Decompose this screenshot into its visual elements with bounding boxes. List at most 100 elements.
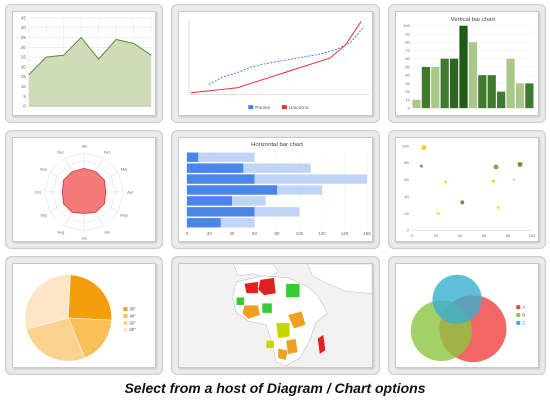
x-tick-label: 0: [186, 231, 189, 236]
country-green: [261, 303, 273, 314]
y-tick-label: 40: [405, 73, 410, 78]
bar-light: [186, 152, 255, 162]
scatter-chart: 0 20 40 60 80 100 0 20 40 60 80 100: [402, 143, 536, 238]
y-tick-label: 70: [405, 48, 410, 53]
legend-label: B: [522, 312, 525, 317]
radar-axis-label: Apr: [127, 189, 134, 194]
bar-light: [186, 163, 311, 173]
x-tick-label: 160: [363, 231, 371, 236]
africa-map: [179, 264, 372, 367]
country-red: [257, 277, 277, 296]
y-tick-label: 20: [405, 89, 410, 94]
y-tick-label: 60: [404, 177, 409, 182]
legend-label: A: [522, 305, 525, 310]
x-tick-label: 100: [296, 231, 304, 236]
legend-swatch: [123, 314, 128, 318]
y-tick-label: 10: [21, 84, 26, 89]
y-tick-label: 35: [21, 35, 26, 40]
x-tick-label: 140: [341, 231, 349, 236]
country-yellow: [265, 340, 275, 349]
radar-axis-label: Jan: [81, 143, 87, 148]
tile-line-chart[interactable]: Ponies Unicorns: [171, 4, 380, 123]
legend-label: 40": [129, 313, 136, 318]
x-tick-label: 60: [482, 233, 487, 238]
tile-map-chart[interactable]: [171, 256, 380, 375]
tile-vertical-bar-chart[interactable]: Vertical bar chart 0 10 20 30 40 50 60 70 80 90 100: [388, 4, 546, 123]
area-fill: [28, 37, 152, 107]
legend-label: 50": [129, 320, 136, 325]
scatter-point: [460, 200, 465, 205]
legend-label: C: [522, 320, 526, 325]
y-tick-label: 0: [407, 228, 410, 233]
radar-axis-label: Nov: [40, 166, 47, 171]
x-tick-label: 60: [252, 231, 257, 236]
chart-title: Vertical bar chart: [451, 17, 496, 23]
radar-axis-label: Sep: [40, 212, 48, 217]
y-tick-label: 45: [21, 15, 26, 20]
y-tick-label: 0: [23, 104, 26, 109]
legend-swatch: [516, 305, 521, 310]
x-tick-label: 40: [229, 231, 234, 236]
x-tick-label: 20: [207, 231, 212, 236]
x-tick-label: 100: [529, 233, 536, 238]
bar-dark: [186, 196, 232, 206]
tile-scatter-chart[interactable]: 0 20 40 60 80 100 0 20 40 60 80 100: [388, 130, 546, 249]
bar-light: [186, 218, 255, 228]
scatter-point: [517, 161, 523, 167]
chart-title: Horizontal bar chart: [251, 142, 303, 148]
venn-diagram: ABC: [410, 274, 526, 363]
scatter-point: [496, 205, 500, 209]
bar: [487, 75, 496, 109]
y-tick-label: 0: [408, 106, 411, 111]
y-tick-label: 40: [404, 194, 409, 199]
chart-gallery: 0 5 10 15 20 25 30 35 40 45 Ponies Unicorns Vertic…: [5, 4, 546, 376]
legend-label: Ponies: [255, 105, 271, 111]
area-chart: 0 5 10 15 20 25 30 35 40 45: [21, 15, 152, 109]
bar: [421, 66, 430, 109]
y-tick-label: 40: [21, 25, 26, 30]
y-tick-label: 15: [21, 74, 26, 79]
country-green: [236, 297, 245, 306]
bar: [468, 42, 478, 109]
y-tick-label: 100: [402, 143, 409, 148]
tile-radar-chart[interactable]: Jan Feb Mar Apr May Jun Jul Aug Sep Oct Nov Dec: [5, 130, 163, 249]
y-tick-label: 20: [404, 211, 409, 216]
scatter-point: [492, 179, 496, 183]
country-orange: [285, 338, 298, 355]
legend-swatch: [516, 313, 521, 317]
bar: [440, 58, 449, 109]
x-tick-label: 20: [434, 233, 439, 238]
pie-slice: [67, 317, 112, 359]
x-tick-label: 120: [318, 231, 326, 236]
bar: [459, 25, 468, 109]
tile-horizontal-bar-chart[interactable]: Horizontal bar chart 0 20 40 60 80 100 120 140 16…: [171, 130, 380, 249]
pie-slice: [26, 317, 86, 362]
bar: [497, 91, 506, 109]
tile-pie-chart[interactable]: 30" 40" 50" 60": [5, 256, 163, 375]
venn-set-c: [432, 274, 482, 324]
country-yellow: [275, 322, 291, 339]
legend-label: 60": [129, 327, 136, 332]
legend-label: 30": [129, 307, 136, 312]
bar-dark: [186, 207, 255, 217]
x-tick-label: 0: [411, 233, 414, 238]
bar: [515, 83, 525, 109]
legend-swatch: [123, 320, 128, 325]
scatter-point: [421, 145, 427, 150]
map-africa: [232, 275, 328, 367]
bar: [449, 58, 459, 109]
radar-axis-label: Feb: [104, 150, 112, 155]
y-tick-label: 90: [405, 31, 410, 36]
radar-chart: Jan Feb Mar Apr May Jun Jul Aug Sep Oct Nov Dec: [35, 143, 135, 240]
area-series-line: [28, 36, 152, 76]
bar-dark: [186, 174, 255, 184]
bar-dark: [186, 163, 244, 173]
y-tick-label: 60: [405, 56, 410, 61]
bar: [506, 58, 515, 109]
tile-area-chart[interactable]: 0 5 10 15 20 25 30 35 40 45: [5, 4, 163, 123]
scatter-point: [419, 164, 423, 168]
country-madagascar: [317, 334, 326, 355]
bar-dark: [186, 185, 277, 195]
country-orange: [242, 305, 261, 320]
